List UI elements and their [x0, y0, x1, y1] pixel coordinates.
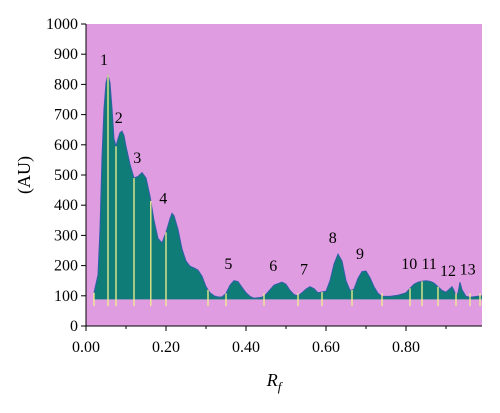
y-tick-label: 200 [54, 258, 78, 275]
peak-label: 12 [440, 263, 456, 280]
x-tick-label: 0.00 [72, 339, 100, 356]
peak-label: 1 [100, 52, 108, 69]
x-axis-title: Rf [266, 370, 284, 394]
axes-layer: 0 100 200 300 400 500 600 700 800 900 1000 0.00 0.20… [46, 16, 482, 356]
peak-label: 11 [421, 256, 436, 273]
peak-label: 4 [159, 191, 167, 208]
peak-label: 9 [356, 246, 364, 263]
peak-label: 6 [269, 258, 277, 275]
y-tick-label: 900 [54, 46, 78, 63]
x-tick-label: 0.40 [232, 339, 260, 356]
y-tick-label: 600 [54, 137, 78, 154]
y-axis-title: (AU) [14, 156, 35, 194]
peak-label: 10 [401, 256, 417, 273]
y-tick-label: 700 [54, 107, 78, 124]
peak-label: 13 [460, 262, 476, 279]
x-tick-label: 0.60 [312, 339, 340, 356]
y-tick-label: 500 [54, 167, 78, 184]
y-tick-label: 400 [54, 197, 78, 214]
y-tick-label: 800 [54, 76, 78, 93]
peak-label: 5 [224, 256, 232, 273]
x-tick-label: 0.80 [392, 339, 420, 356]
x-axis-title-main: R [266, 370, 278, 390]
y-tick-label: 1000 [46, 16, 78, 33]
x-axis-title-sub: f [278, 379, 284, 394]
y-tick-label: 100 [54, 288, 78, 305]
peak-label: 7 [300, 262, 308, 279]
y-tick-label: 300 [54, 227, 78, 244]
peak-label: 3 [133, 150, 141, 167]
marker-layer [93, 74, 481, 307]
y-tick-label: 0 [70, 318, 78, 335]
peak-label: 8 [329, 230, 337, 247]
x-tick-label: 0.20 [152, 339, 180, 356]
profile-area [94, 74, 482, 300]
peak-label: 2 [115, 110, 123, 127]
